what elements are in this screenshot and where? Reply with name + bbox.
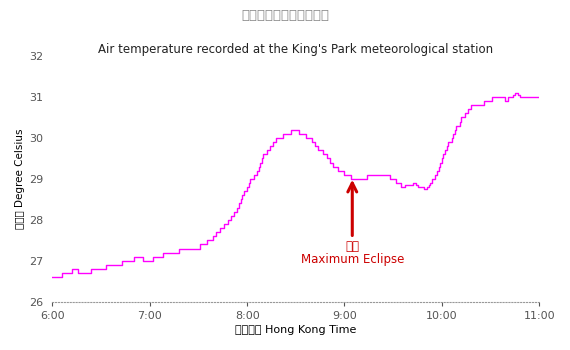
Y-axis label: 攝氏度 Degree Celsius: 攝氏度 Degree Celsius: [15, 129, 25, 229]
Text: 京士柏氣象站錄得的氣溫: 京士柏氣象站錄得的氣溫: [241, 9, 329, 22]
X-axis label: 香港時間 Hong Kong Time: 香港時間 Hong Kong Time: [235, 325, 356, 335]
Title: Air temperature recorded at the King's Park meteorological station: Air temperature recorded at the King's P…: [98, 43, 494, 56]
Text: Maximum Eclipse: Maximum Eclipse: [300, 253, 404, 266]
Text: 食甚: 食甚: [345, 240, 359, 253]
